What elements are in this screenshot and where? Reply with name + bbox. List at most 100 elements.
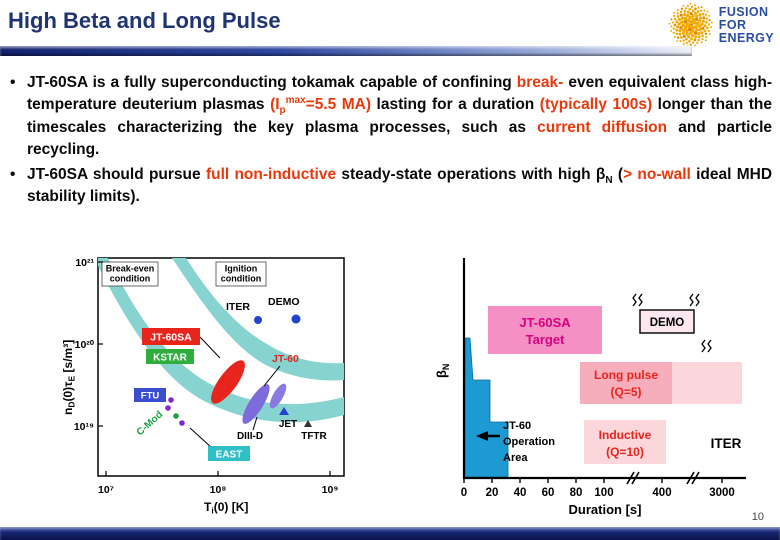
fusion-for-energy-logo: FUSION FOR ENERGY [668,2,774,48]
text-segment: JT-60SA should pursue [27,165,206,183]
text-segment-red: (I [270,96,280,114]
y-axis-title: βN [434,364,451,378]
kstar-label-box: KSTAR [146,349,194,364]
jt60sa-target-label: Target [526,332,565,347]
ftu-point [165,405,171,411]
diiid-label: DIII-D [237,431,263,442]
x-tick: 10⁷ [98,484,114,496]
text-segment: even equivalent class high-temperature d… [27,74,772,114]
logo-line: ENERGY [718,30,774,45]
x-axis-title: Duration [s] [569,502,642,517]
jt60-label: JT-60 [272,353,299,365]
page-number: 10 [751,511,764,523]
text-segment-red: =5.5 MA) [305,96,372,114]
beta-duration-chart: JT-60SA Target Long pulse (Q=5) Inductiv… [434,258,746,517]
text-segment-red: > no-wall [623,165,691,183]
text-subscript: N [605,174,613,186]
cmod-point [179,420,185,426]
x-axis-ticks [463,478,723,483]
text-segment: steady-state operations with high [341,165,596,183]
ignition-label: Ignition condition [215,261,267,287]
x-tick: 20 [486,487,499,499]
logo-line: FUSION [718,4,769,19]
jet-region [269,383,287,409]
ftu-point [168,397,174,403]
ftu-label-box: FTU [134,388,166,402]
svg-text:EAST: EAST [216,450,243,461]
demo-label: DEMO [268,296,300,308]
x-tick: 80 [570,487,583,499]
svg-text:condition: condition [221,274,262,284]
text-segment-red: current diffusion [537,118,668,136]
svg-text:DEMO: DEMO [650,317,685,329]
diiid-region [242,384,270,424]
bullet-marker: • [10,165,16,183]
axis-break-marks [626,471,700,485]
y-tick: 10²⁰ [75,339,95,351]
inductive-region [584,420,666,464]
inductive-label: (Q=10) [606,445,644,459]
operation-area-label: Area [503,452,528,464]
demo-marker [291,314,301,324]
text-segment: longer than the timescales characterizin… [27,96,772,136]
x-tick: 400 [652,487,671,499]
east-label-box: EAST [208,446,250,461]
y-axis-title: nD(0)τE [s/m³] [61,340,77,415]
jt60-leader-line [263,365,281,387]
x-tick: 0 [461,487,467,499]
logo-text: FUSION FOR ENERGY [718,4,774,45]
longpulse-region [580,362,672,404]
text-superscript: max [285,95,306,107]
bullet-2: • JT-60SA should pursue full non-inductiv… [10,164,772,209]
x-tick: 40 [514,487,527,499]
text-segment: and particle recycling. [27,118,772,159]
jt60sa-region [211,360,245,404]
y-tick: 10¹⁹ [74,421,94,433]
jt60sa-label-box: JT-60SA [142,328,200,345]
beta-symbol: β [595,165,606,183]
jt60sa-target-region [488,306,602,354]
breakeven-label: Break-even condition [101,261,159,287]
svg-text:KSTAR: KSTAR [153,353,187,364]
iter-marker [254,316,262,324]
lawson-diagram-chart: Break-even condition Ignition condition … [61,257,345,516]
sunflower-spiral-icon [668,2,713,48]
jt60-operation-region [464,337,509,478]
jt60sa-leader-line [199,336,221,359]
svg-text:JT-60SA: JT-60SA [150,332,192,344]
longpulse-label: (Q=5) [610,385,641,399]
figures-row: Break-even condition Ignition condition … [0,250,780,518]
iter-label: ITER [711,436,742,451]
bottom-bar [0,527,780,540]
east-leader-line [189,427,213,449]
x-tick: 60 [542,487,555,499]
svg-text:Ignition: Ignition [225,264,258,274]
title-divider-bar [0,46,692,56]
longpulse-extension-region [672,362,742,404]
x-tick: 10⁹ [322,484,339,496]
slide-body: • JT-60SA is a fully superconducting toka… [10,72,772,211]
svg-text:condition: condition [110,274,151,284]
logo-line: FOR [718,17,747,32]
ignition-band [172,258,344,381]
tftr-marker [304,420,312,427]
x-tick: 10⁸ [210,484,227,496]
demo-label-box: DEMO [639,309,695,334]
jet-label: JET [279,419,297,430]
jet-marker [279,407,289,415]
left-arrow-icon [476,431,488,441]
text-segment: ( [612,165,624,183]
tftr-label: TFTR [301,431,327,442]
inductive-label: Inductive [599,428,652,442]
page-title: High Beta and Long Pulse [8,8,281,33]
longpulse-label: Long pulse [594,368,658,382]
bullet-marker: • [10,74,16,91]
cmod-point [173,413,179,419]
bullet-1: • JT-60SA is a fully superconducting toka… [10,72,772,162]
torn-edge-squiggles [632,293,712,353]
iter-label: ITER [226,301,250,313]
x-tick: 100 [594,487,613,499]
y-tick: 10²¹ [75,257,94,269]
text-segment: ideal MHD stability limits). [27,165,773,206]
svg-text:FTU: FTU [141,391,160,402]
